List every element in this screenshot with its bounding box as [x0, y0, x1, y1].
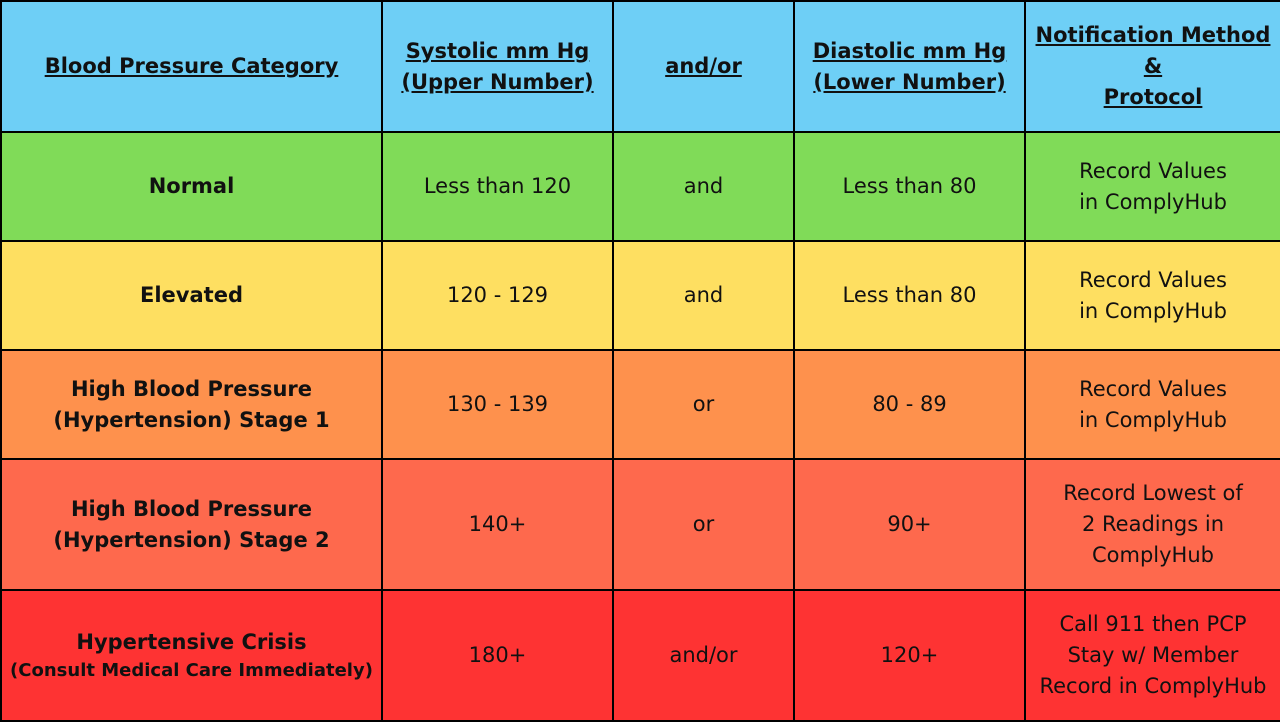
protocol-line: Record Values	[1079, 158, 1227, 183]
header-systolic-sublabel: (Upper Number)	[401, 69, 594, 94]
systolic-cell: 180+	[381, 589, 614, 722]
header-andor: and/or	[612, 0, 795, 133]
table-row-elevated: Elevated 120 - 129 and Less than 80 Reco…	[0, 240, 1280, 351]
category-label: High Blood Pressure	[70, 376, 312, 401]
category-cell: Hypertensive Crisis (Consult Medical Car…	[0, 589, 383, 722]
header-notification-protocol: Protocol	[1103, 85, 1203, 109]
table-row-normal: Normal Less than 120 and Less than 80 Re…	[0, 131, 1280, 242]
protocol-line: Stay w/ Member	[1067, 643, 1239, 667]
protocol-cell: Record Values in ComplyHub	[1024, 131, 1280, 242]
protocol-line: in ComplyHub	[1079, 298, 1227, 323]
operator-cell: or	[612, 349, 795, 460]
protocol-line: ComplyHub	[1092, 543, 1214, 567]
operator-cell: or	[612, 458, 795, 591]
systolic-cell: Less than 120	[381, 131, 614, 242]
protocol-cell: Call 911 then PCP Stay w/ Member Record …	[1024, 589, 1280, 722]
header-category-label: Blood Pressure Category	[44, 54, 339, 78]
table-row-stage-2: High Blood Pressure (Hypertension) Stage…	[0, 458, 1280, 591]
protocol-cell: Record Lowest of 2 Readings in ComplyHub	[1024, 458, 1280, 591]
header-row: Blood Pressure Category Systolic mm Hg (…	[0, 0, 1280, 133]
systolic-cell: 130 - 139	[381, 349, 614, 460]
protocol-line: in ComplyHub	[1079, 407, 1227, 432]
operator-cell: and/or	[612, 589, 795, 722]
header-andor-label: and/or	[665, 54, 742, 78]
category-label: High Blood Pressure	[70, 496, 312, 521]
diastolic-cell: 80 - 89	[793, 349, 1026, 460]
category-label: Normal	[148, 174, 235, 198]
operator-cell: and	[612, 131, 795, 242]
protocol-cell: Record Values in ComplyHub	[1024, 349, 1280, 460]
category-cell: High Blood Pressure (Hypertension) Stage…	[0, 458, 383, 591]
protocol-line: Call 911 then PCP	[1059, 612, 1247, 636]
protocol-cell: Record Values in ComplyHub	[1024, 240, 1280, 351]
header-systolic-label: Systolic mm Hg	[405, 38, 590, 63]
diastolic-cell: Less than 80	[793, 131, 1026, 242]
category-sublabel: (Consult Medical Care Immediately)	[10, 660, 373, 681]
category-sublabel: (Hypertension) Stage 1	[53, 407, 330, 432]
header-notification: Notification Method & Protocol	[1024, 0, 1280, 133]
protocol-line: Record in ComplyHub	[1039, 674, 1267, 698]
header-notification-amp: &	[1143, 54, 1163, 78]
table-row-stage-1: High Blood Pressure (Hypertension) Stage…	[0, 349, 1280, 460]
protocol-line: Record Lowest of	[1063, 481, 1243, 505]
category-sublabel: (Hypertension) Stage 2	[53, 527, 330, 552]
operator-cell: and	[612, 240, 795, 351]
category-label: Hypertensive Crisis	[76, 630, 307, 654]
protocol-line: Record Values	[1079, 376, 1227, 401]
header-systolic: Systolic mm Hg (Upper Number)	[381, 0, 614, 133]
category-cell: Elevated	[0, 240, 383, 351]
header-diastolic: Diastolic mm Hg (Lower Number)	[793, 0, 1026, 133]
header-diastolic-label: Diastolic mm Hg	[812, 38, 1007, 63]
protocol-line: 2 Readings in	[1081, 512, 1225, 536]
diastolic-cell: 90+	[793, 458, 1026, 591]
systolic-cell: 140+	[381, 458, 614, 591]
diastolic-cell: 120+	[793, 589, 1026, 722]
diastolic-cell: Less than 80	[793, 240, 1026, 351]
category-label: Elevated	[140, 283, 243, 307]
protocol-line: in ComplyHub	[1079, 189, 1227, 214]
category-cell: High Blood Pressure (Hypertension) Stage…	[0, 349, 383, 460]
header-notification-label: Notification Method	[1035, 23, 1271, 47]
header-diastolic-sublabel: (Lower Number)	[813, 69, 1006, 94]
category-cell: Normal	[0, 131, 383, 242]
table-row-crisis: Hypertensive Crisis (Consult Medical Car…	[0, 589, 1280, 722]
systolic-cell: 120 - 129	[381, 240, 614, 351]
protocol-line: Record Values	[1079, 267, 1227, 292]
header-category: Blood Pressure Category	[0, 0, 383, 133]
